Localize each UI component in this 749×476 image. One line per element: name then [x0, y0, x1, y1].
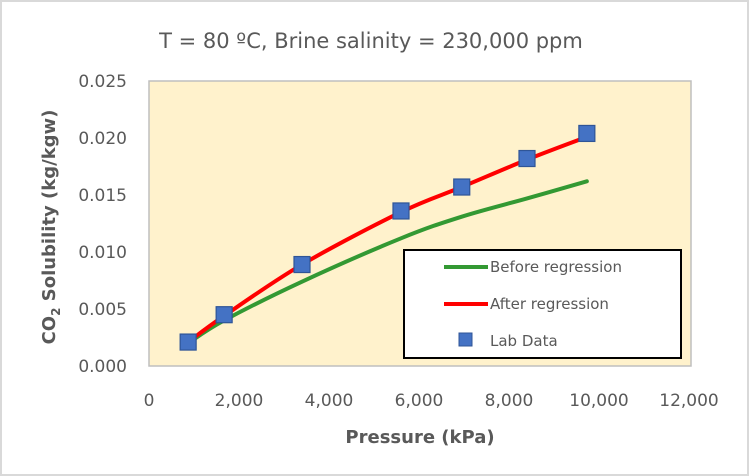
y-tick-label: 0.000: [78, 357, 127, 377]
y-axis-title-suffix: Solubility (kg/kgw): [39, 110, 60, 308]
x-tick-label: 0: [144, 391, 155, 411]
data-point-lab-data: [179, 333, 197, 351]
y-axis-title: CO2 Solubility (kg/kgw): [39, 110, 63, 345]
data-point-lab-data: [578, 124, 596, 143]
x-tick-label: 10,000: [569, 391, 628, 411]
legend-label-lab-data: Lab Data: [490, 332, 558, 350]
y-tick-label: 0.020: [78, 129, 127, 149]
legend-label-after-regression: After regression: [490, 295, 609, 313]
data-point-lab-data: [392, 202, 410, 220]
y-axis-ticks: 0.000 0.005 0.010 0.015 0.020 0.025: [78, 72, 127, 377]
data-point-lab-data: [518, 149, 536, 168]
y-tick-label: 0.015: [78, 186, 127, 206]
legend-label-before-regression: Before regression: [490, 258, 622, 276]
y-tick-label: 0.010: [78, 243, 127, 263]
y-tick-label: 0.005: [78, 300, 127, 320]
y-axis-title-subscript: 2: [49, 308, 63, 316]
chart-title: T = 80 ºC, Brine salinity = 230,000 ppm: [158, 29, 583, 53]
legend: Before regression After regression Lab D…: [403, 249, 682, 359]
x-tick-label: 6,000: [395, 391, 444, 411]
x-axis-ticks: 0 2,000 4,000 6,000 8,000 10,000 12,000: [144, 391, 719, 411]
y-tick-label: 0.025: [78, 72, 127, 92]
x-tick-label: 4,000: [305, 391, 354, 411]
data-point-lab-data: [293, 255, 311, 274]
y-axis-title-prefix: CO: [39, 316, 60, 345]
x-tick-label: 2,000: [215, 391, 264, 411]
series-layer: [179, 124, 596, 351]
data-point-lab-data: [453, 178, 471, 196]
data-point-lab-data: [215, 306, 233, 324]
x-tick-label: 8,000: [485, 391, 534, 411]
legend-swatch-lab-data: [458, 332, 473, 347]
x-tick-label: 12,000: [659, 391, 718, 411]
x-axis-title: Pressure (kPa): [345, 427, 494, 448]
